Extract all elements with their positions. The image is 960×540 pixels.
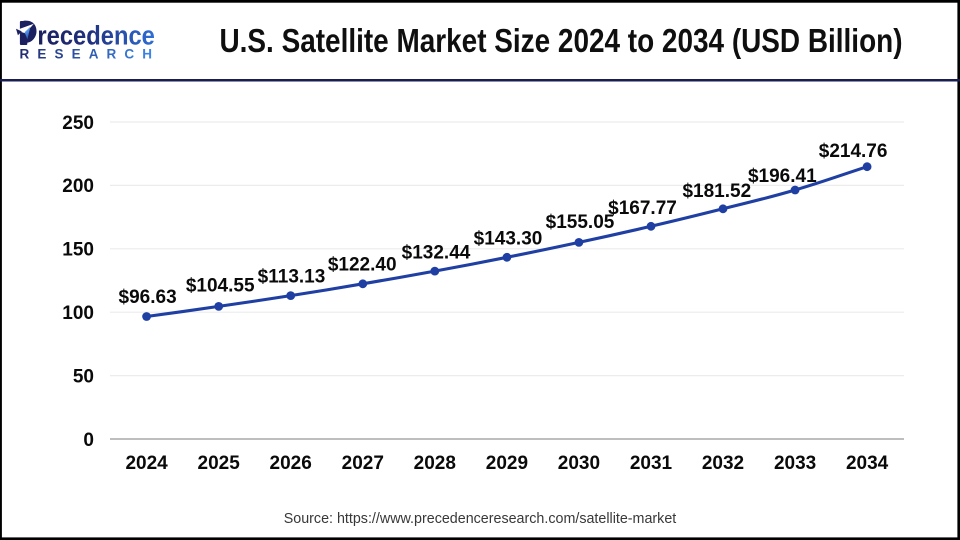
svg-text:2034: 2034 [846,453,889,474]
svg-text:200: 200 [62,176,94,197]
svg-text:$143.30: $143.30 [474,228,543,249]
svg-text:$167.77: $167.77 [608,198,677,219]
svg-text:2025: 2025 [198,453,241,474]
svg-text:2031: 2031 [630,453,673,474]
svg-text:2024: 2024 [125,453,168,474]
svg-text:2029: 2029 [486,453,528,474]
svg-text:$196.41: $196.41 [748,166,817,187]
svg-text:U.S. Satellite Market Size 202: U.S. Satellite Market Size 2024 to 2034 … [220,23,903,60]
svg-text:$113.13: $113.13 [258,266,326,287]
svg-text:2033: 2033 [774,453,816,474]
svg-text:0: 0 [83,430,94,451]
svg-text:2028: 2028 [414,453,456,474]
svg-text:250: 250 [62,113,94,134]
svg-text:$132.44: $132.44 [402,242,471,263]
svg-text:$155.05: $155.05 [546,212,615,233]
svg-text:50: 50 [73,366,94,387]
svg-text:2026: 2026 [270,453,312,474]
svg-text:100: 100 [62,303,94,324]
svg-text:150: 150 [62,240,94,261]
svg-text:Source: https://www.precedence: Source: https://www.precedenceresearch.c… [284,511,677,527]
svg-text:2027: 2027 [342,453,384,474]
svg-text:2032: 2032 [702,453,744,474]
svg-text:$214.76: $214.76 [819,141,888,162]
svg-text:$96.63: $96.63 [119,287,177,308]
svg-text:$122.40: $122.40 [328,255,397,276]
svg-text:recedence: recedence [37,21,154,51]
svg-text:$181.52: $181.52 [682,181,751,202]
svg-text:2030: 2030 [558,453,600,474]
svg-text:$104.55: $104.55 [186,276,255,297]
